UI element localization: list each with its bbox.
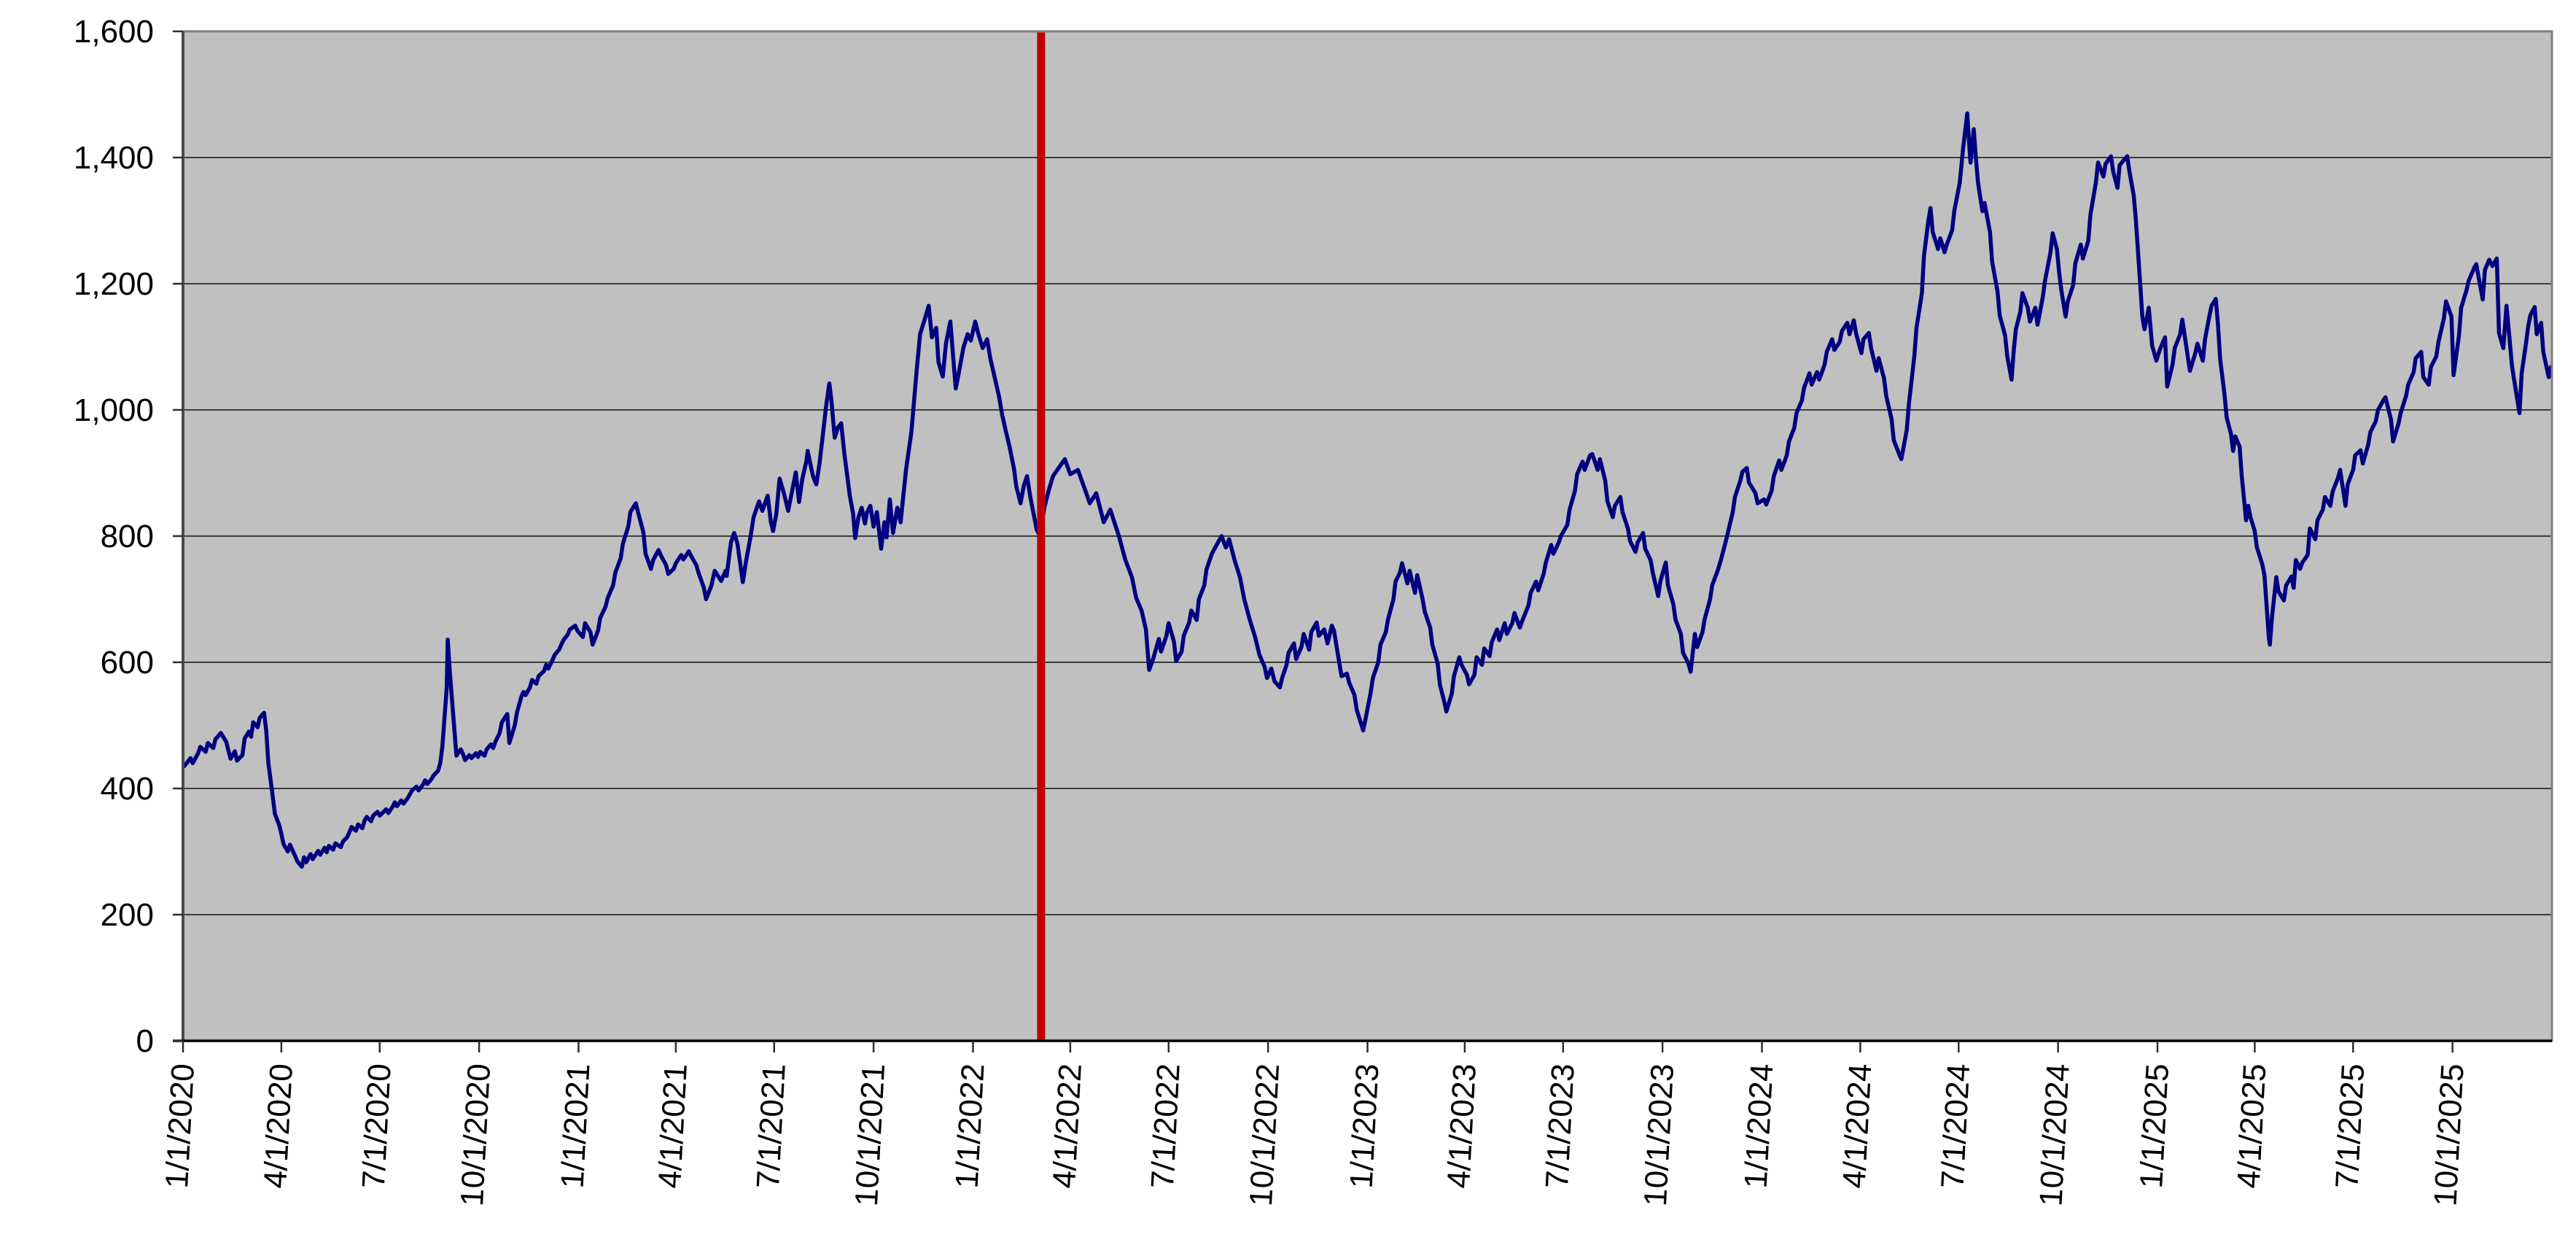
y-axis-label: 400 (101, 771, 154, 807)
y-axis-label: 1,400 (74, 140, 154, 176)
x-axis-label: 10/1/2023 (1638, 1063, 1681, 1207)
y-axis-label: 0 (136, 1023, 154, 1059)
x-axis-label: 4/1/2022 (1046, 1063, 1089, 1190)
y-axis-label: 200 (101, 897, 154, 933)
x-axis-label: 4/1/2023 (1441, 1063, 1483, 1190)
x-axis-label: 4/1/2020 (257, 1063, 300, 1190)
x-axis-label: 7/1/2021 (750, 1063, 793, 1190)
x-axis-label: 4/1/2021 (652, 1063, 694, 1190)
y-axis-label: 800 (101, 519, 154, 554)
x-axis-label: 10/1/2024 (2033, 1063, 2076, 1207)
x-axis-label: 1/1/2025 (2133, 1063, 2176, 1190)
x-axis-label: 1/1/2023 (1344, 1063, 1386, 1190)
x-axis-label: 4/1/2024 (1836, 1063, 1878, 1190)
x-axis-label: 10/1/2020 (454, 1063, 497, 1207)
x-axis-label: 7/1/2020 (356, 1063, 398, 1190)
x-axis-label: 7/1/2025 (2329, 1063, 2371, 1190)
y-axis-label: 1,200 (74, 266, 154, 302)
x-axis-label: 1/1/2021 (555, 1063, 597, 1190)
x-axis-label: 1/1/2022 (949, 1063, 992, 1190)
x-axis-label: 7/1/2024 (1934, 1063, 1977, 1190)
x-axis-label: 7/1/2023 (1539, 1063, 1581, 1190)
y-axis-label: 1,600 (74, 14, 154, 50)
x-axis-label: 10/1/2025 (2427, 1063, 2470, 1207)
y-axis: 0 200 400 600 800 1,000 1,200 1,400 1,600 (74, 14, 183, 1059)
y-axis-label: 1,000 (74, 392, 154, 428)
x-axis-label: 10/1/2022 (1243, 1063, 1286, 1207)
x-axis: 1/1/2020 4/1/2020 7/1/2020 10/1/2020 1/1/202… (159, 1041, 2471, 1207)
price-line (182, 111, 2553, 869)
gridlines (183, 157, 2552, 915)
x-axis-label: 4/1/2025 (2230, 1063, 2273, 1190)
x-axis-label: 1/1/2020 (159, 1063, 201, 1190)
y-axis-label: 600 (101, 645, 154, 681)
x-axis-label: 1/1/2024 (1738, 1063, 1781, 1190)
x-axis-label: 10/1/2021 (849, 1063, 892, 1207)
x-axis-label: 7/1/2022 (1145, 1063, 1187, 1190)
